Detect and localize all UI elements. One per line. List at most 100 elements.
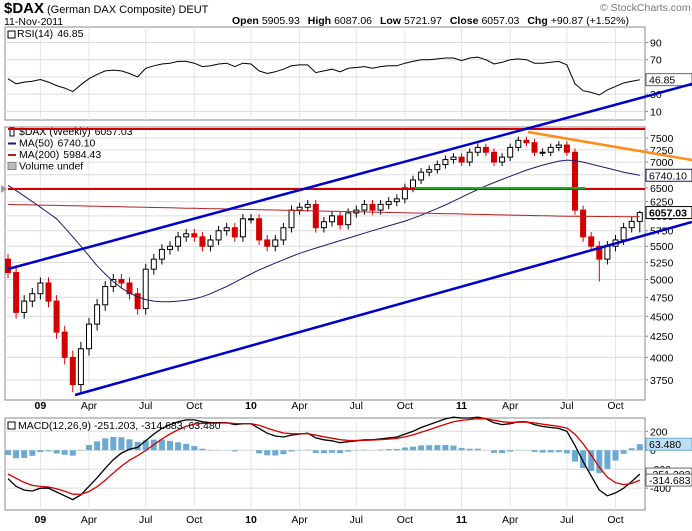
stat-value: 5905.93 — [262, 15, 300, 27]
stat-label: Chg — [527, 15, 547, 27]
price-tag: 46.85 — [649, 75, 675, 87]
candle-body — [507, 146, 514, 158]
candle-body — [304, 203, 311, 208]
candle-body — [158, 248, 165, 260]
histogram-bar — [288, 450, 295, 452]
candle-body — [320, 221, 327, 229]
y-tick-label: 3750 — [650, 375, 674, 387]
candle-body — [604, 245, 611, 260]
histogram-bar — [320, 450, 327, 454]
histogram-bar — [69, 450, 76, 456]
x-tick-label: Oct — [607, 400, 623, 412]
legend-text: 5984.43 — [63, 149, 101, 161]
histogram-bar — [434, 445, 441, 451]
line — [7, 418, 641, 496]
histogram-bar — [175, 442, 182, 451]
candle-body — [450, 156, 457, 161]
moving-average — [7, 203, 640, 218]
legend-swatch — [7, 421, 16, 430]
histogram-bar — [499, 450, 506, 454]
candle-body — [369, 203, 376, 211]
histogram-bar — [256, 450, 263, 454]
histogram-bar — [29, 450, 36, 456]
x-tick-label: 09 — [35, 514, 47, 526]
candle-body — [231, 227, 238, 238]
candle-body — [134, 293, 141, 310]
y-tick-label: 6500 — [650, 183, 674, 195]
x-tick-label: Jul — [560, 514, 573, 526]
candle-body — [53, 300, 60, 333]
histogram-bar — [572, 450, 578, 462]
candle-body — [21, 300, 28, 313]
legend-entry: MA(50) 6740.10 — [19, 138, 96, 150]
x-tick-label: Oct — [186, 400, 202, 412]
legend-swatch — [7, 162, 17, 170]
histogram-bar — [126, 439, 133, 451]
date: 11-Nov-2011 — [4, 16, 63, 28]
histogram-bar — [86, 445, 92, 451]
histogram-bar — [37, 450, 44, 453]
histogram-bar — [345, 450, 352, 452]
candle-body — [482, 146, 489, 153]
instrument-name: (German DAX Composite) DEUT — [47, 4, 209, 16]
histogram-bar — [588, 450, 595, 472]
histogram-bar — [167, 440, 173, 451]
histogram-bar — [280, 450, 287, 455]
candle-body — [94, 304, 101, 325]
histogram-bar — [199, 448, 206, 451]
price-tag-box — [645, 206, 692, 220]
candle-body — [458, 156, 465, 163]
y-tick-label: 4750 — [650, 292, 674, 304]
histogram-bar — [377, 449, 384, 451]
y-tick-label: 4000 — [650, 352, 674, 364]
candle-body — [531, 142, 538, 153]
x-tick-label: Apr — [502, 514, 519, 526]
candle-body — [337, 215, 344, 226]
x-tick-label: 11 — [456, 514, 467, 526]
candle-body — [239, 218, 246, 238]
price-tag-box — [645, 73, 692, 87]
legend-text: MA(50) — [19, 138, 53, 150]
moving-average — [7, 159, 640, 303]
legend-entry: MA(200) 5984.43 — [19, 149, 101, 161]
candle-body — [434, 164, 441, 171]
header-title: $DAX (German DAX Composite) DEUT — [4, 0, 209, 17]
y-tick-label: 200 — [650, 426, 668, 438]
candle-body — [628, 220, 635, 229]
candle-body — [401, 187, 408, 200]
candle-body — [345, 212, 352, 226]
histogram-bar — [264, 450, 271, 456]
stats: Open 5905.93 High 6087.06 Low 5721.97 Close… — [232, 15, 629, 27]
histogram-bar — [547, 450, 554, 453]
candle-body — [329, 215, 335, 223]
candle-body — [215, 230, 222, 241]
candle-body — [393, 198, 400, 203]
candle-body — [223, 227, 230, 232]
histogram-bar — [426, 445, 433, 451]
candle-body — [523, 139, 530, 144]
overlay: $DAX (German DAX Composite) DEUT 11-Nov-2… — [1, 0, 692, 397]
candle-body — [572, 151, 578, 211]
price-tag: 6057.03 — [649, 208, 687, 220]
y-tick-label: 90 — [650, 38, 662, 50]
histogram-bar — [458, 447, 465, 451]
y-tick-label: 4250 — [650, 331, 674, 343]
histogram-bar — [474, 448, 481, 451]
candle-body — [312, 203, 319, 229]
stat-label: Open — [232, 15, 259, 27]
histogram-bar — [604, 450, 611, 469]
x-tick-label: 10 — [245, 514, 257, 526]
legend-entry: Volume undef — [19, 161, 83, 173]
y-tick-label: 10 — [650, 106, 662, 118]
y-tick-label: 7500 — [650, 133, 674, 145]
candle-body — [620, 227, 627, 241]
candle-body — [126, 282, 133, 295]
panel-frame — [4, 26, 646, 121]
y-tick-label: 7000 — [650, 157, 674, 169]
y-tick-label: 5250 — [650, 257, 674, 269]
candle-body — [37, 282, 44, 295]
histogram-bar — [61, 450, 68, 455]
histogram-bar — [450, 445, 457, 451]
legend-entry: $DAX (Weekly) 6057.03 — [19, 126, 133, 138]
trend-line — [527, 130, 692, 162]
